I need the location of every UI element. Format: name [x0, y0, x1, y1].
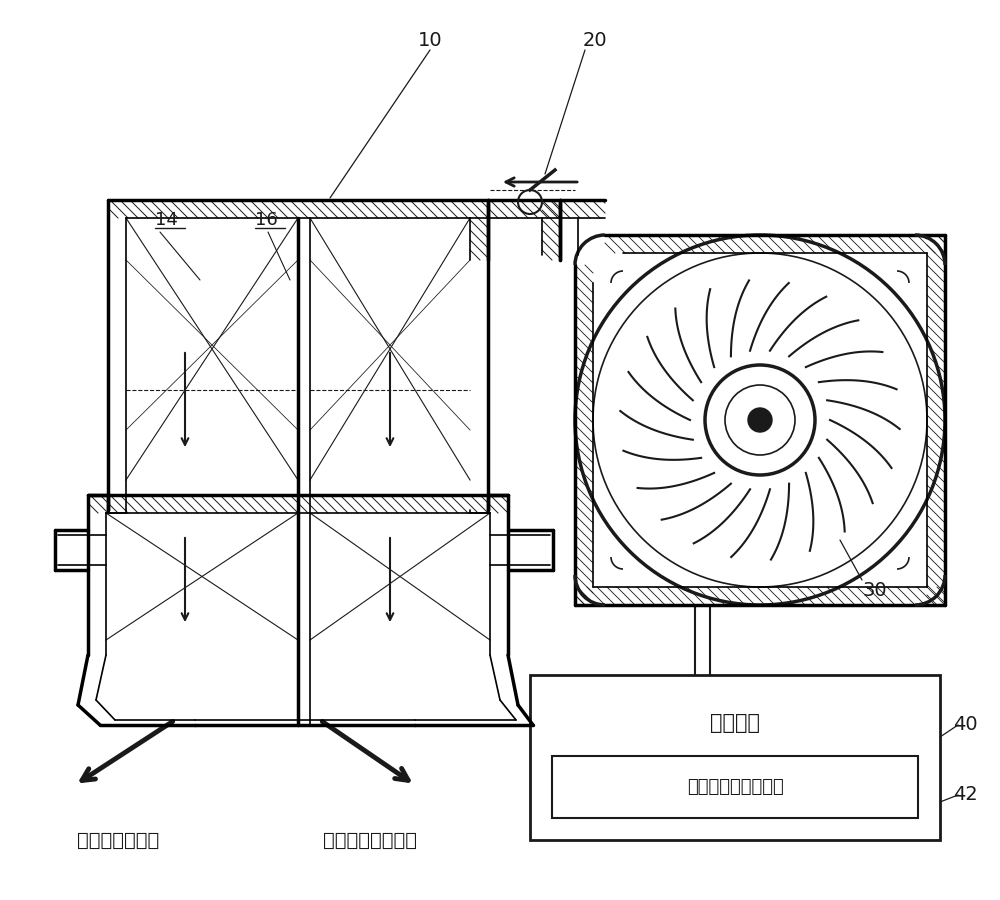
Text: 10: 10	[418, 31, 442, 50]
Text: 控制单元: 控制单元	[710, 713, 760, 733]
Bar	[530, 675, 940, 840]
Text: 40: 40	[953, 716, 977, 734]
Text: 42: 42	[953, 786, 977, 805]
Text: 14: 14	[155, 211, 178, 229]
Text: 30: 30	[863, 580, 887, 599]
Circle shape	[748, 408, 772, 432]
Text: 20: 20	[583, 31, 607, 50]
Text: 最大空气量控制模式: 最大空气量控制模式	[687, 778, 783, 796]
Bar	[552, 756, 918, 818]
Text: 前排乘客座位区域: 前排乘客座位区域	[323, 831, 417, 850]
Text: 驾驶员座位区域: 驾驶员座位区域	[77, 831, 159, 850]
Text: 16: 16	[255, 211, 278, 229]
